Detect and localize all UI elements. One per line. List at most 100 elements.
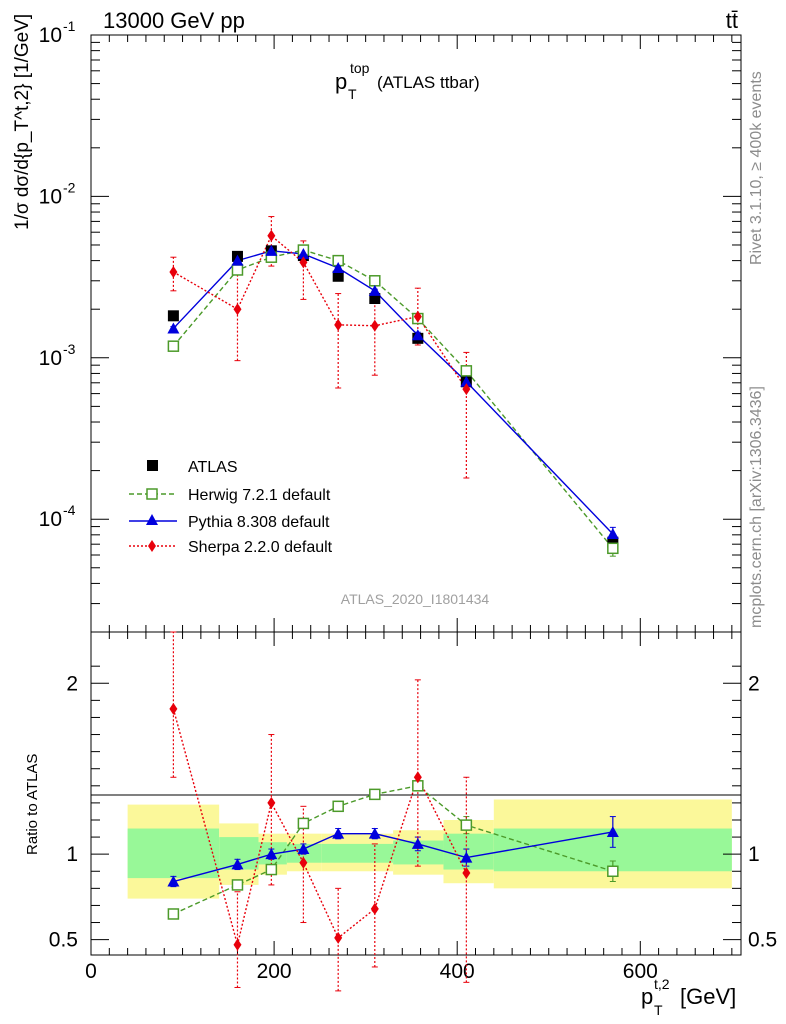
ratio-point-2 (169, 702, 178, 715)
main-point-0 (369, 293, 381, 305)
ratio-point-2 (267, 796, 276, 809)
ratio-point-2 (299, 856, 308, 869)
main-point-3 (462, 383, 471, 396)
process-label: tt̄ (726, 8, 738, 33)
main-axes: 10-410-310-210-1 (39, 18, 741, 633)
main-point-3 (233, 303, 242, 316)
main-y-tick-label: 10 (39, 347, 62, 370)
ratio-band-inner (443, 833, 494, 870)
title-superscript: top (350, 60, 370, 76)
main-point-2 (332, 262, 345, 274)
x-tick-label: 200 (257, 960, 292, 983)
main-y-tick-exponent: -1 (63, 18, 76, 34)
x-tick-label: 0 (85, 960, 97, 983)
main-point-3 (413, 310, 422, 323)
ratio-series-group (167, 631, 619, 992)
chart-title: p T top (ATLAS ttbar) (335, 60, 480, 102)
ratio-point-0 (332, 800, 344, 813)
x-axis-superscript: t,2 (654, 976, 670, 992)
main-line-3 (173, 234, 467, 390)
main-point-3 (299, 256, 308, 269)
x-axis-subscript: T (654, 1002, 663, 1018)
main-y-tick-exponent: -4 (63, 502, 76, 518)
x-axis-symbol: p (641, 984, 653, 1009)
ratio-point-0 (265, 863, 278, 876)
main-y-tick-label: 10 (39, 24, 62, 47)
ratio-y-tick-label-right: 0.5 (748, 929, 777, 952)
ratio-y-tick-label: 1 (66, 843, 78, 866)
ratio-point-2 (462, 866, 471, 879)
legend-marker-herwig (146, 488, 158, 500)
main-point-2 (606, 527, 619, 539)
main-point-2 (460, 375, 473, 387)
main-point-2 (231, 254, 244, 266)
ratio-point-1 (606, 825, 619, 837)
main-point-2 (297, 247, 310, 259)
title-symbol: p (335, 69, 347, 94)
rivet-version-label: Rivet 3.1.10, ≥ 400k events (748, 71, 765, 265)
main-point-0 (607, 536, 619, 548)
main-point-3 (169, 266, 178, 279)
legend-label-herwig: Herwig 7.2.1 default (188, 487, 331, 504)
ratio-point-0 (167, 908, 180, 920)
ratio-point-2 (334, 931, 343, 944)
ratio-band-inner (127, 828, 220, 879)
main-y-tick-exponent: -3 (63, 341, 76, 357)
ratio-axes: 0 200 400 600 0.5 0.5 1 1 2 2 (49, 632, 777, 983)
x-tick-label: 400 (440, 960, 475, 983)
main-series-group (167, 216, 619, 557)
main-point-1 (607, 542, 619, 555)
ratio-point-0 (297, 817, 310, 830)
main-point-0 (167, 310, 179, 322)
ratio-y-tick-label: 0.5 (49, 929, 78, 952)
ratio-panel-frame (90, 631, 742, 956)
ratio-point-2 (233, 938, 242, 951)
main-point-2 (411, 329, 424, 341)
ratio-point-1 (368, 827, 381, 839)
legend-label-pythia: Pythia 8.308 default (188, 514, 330, 531)
legend: ATLAS Herwig 7.2.1 default Pythia 8.308 … (129, 459, 333, 556)
main-point-2 (368, 284, 381, 296)
main-point-1 (460, 365, 473, 377)
main-y-tick-exponent: -2 (63, 179, 76, 195)
main-y-axis-label: 1/σ dσ/d{p_T^t,2} [1/GeV] (12, 14, 33, 230)
main-point-2 (167, 322, 180, 334)
main-point-1 (167, 340, 180, 352)
ratio-point-0 (231, 879, 244, 891)
ratio-line-2 (172, 708, 467, 945)
main-point-3 (267, 229, 276, 242)
ratio-uncertainty-bands (127, 799, 732, 899)
legend-marker-sherpa (148, 540, 156, 552)
ratio-point-0 (369, 788, 381, 801)
x-tick-label: 600 (623, 960, 658, 983)
legend-label-sherpa: Sherpa 2.2.0 default (188, 539, 333, 556)
legend-marker-atlas (147, 460, 158, 471)
main-y-tick-label: 10 (39, 185, 62, 208)
main-y-tick-label: 10 (39, 508, 62, 531)
ratio-band-inner (321, 843, 357, 863)
main-point-3 (370, 319, 379, 332)
title-subscript: T (348, 86, 357, 102)
ratio-y-axis-label: Ratio to ATLAS (24, 754, 41, 855)
ratio-point-1 (460, 851, 473, 863)
energy-label: 13000 GeV pp (103, 8, 245, 33)
ratio-point-0 (460, 819, 473, 831)
ratio-point-1 (332, 827, 345, 839)
mcplots-label: mcplots.cern.ch [arXiv:1306.3436] (748, 386, 765, 628)
main-point-2 (265, 244, 278, 256)
ratio-point-2 (413, 771, 422, 784)
main-point-3 (334, 318, 343, 331)
ratio-point-1 (167, 875, 180, 887)
legend-label-atlas: ATLAS (188, 459, 238, 476)
ratio-point-1 (265, 848, 278, 860)
main-point-1 (231, 264, 244, 276)
x-axis-unit: [GeV] (680, 984, 736, 1009)
title-suffix: (ATLAS ttbar) (377, 73, 480, 92)
ratio-y-tick-label: 2 (66, 672, 78, 695)
ratio-point-1 (231, 858, 244, 870)
legend-marker-pythia (146, 514, 158, 525)
ratio-point-1 (411, 837, 424, 849)
main-point-1 (369, 275, 381, 287)
analysis-watermark: ATLAS_2020_I1801434 (341, 591, 490, 607)
